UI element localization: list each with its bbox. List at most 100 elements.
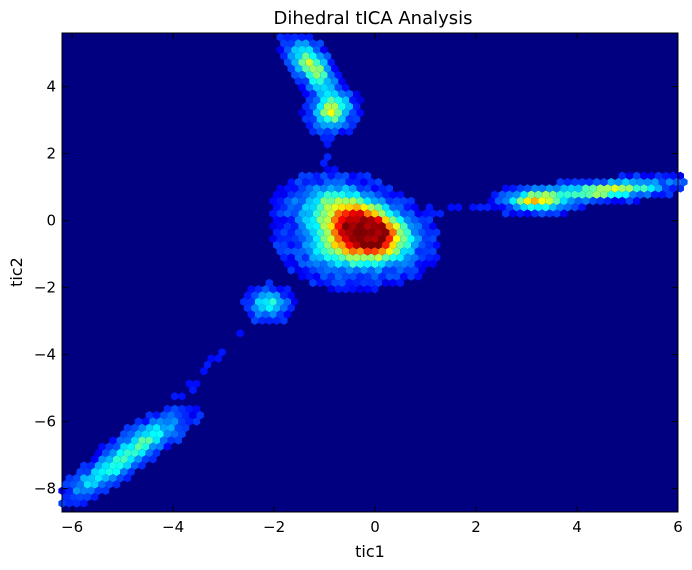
hexbin-cell xyxy=(69,480,77,489)
hexbin-cell xyxy=(313,196,321,206)
hexbin-cell xyxy=(283,184,292,193)
hexbin-cell xyxy=(287,177,295,187)
hexbin-cell xyxy=(382,278,390,288)
hexbin-cell xyxy=(360,253,368,262)
hexbin-cell xyxy=(360,240,368,250)
hexbin-cell xyxy=(62,480,70,489)
hexbin-cell xyxy=(345,177,353,187)
hexbin-cell xyxy=(585,177,593,187)
hexbin-cell xyxy=(327,184,335,193)
hexbin-cell xyxy=(291,209,299,218)
hexbin-cell xyxy=(342,108,350,117)
hexbin-cell xyxy=(94,486,102,495)
hexbin-cell xyxy=(349,209,357,218)
hexbin-cell xyxy=(320,96,328,105)
hexbin-cell xyxy=(382,215,390,225)
hexbin-cell xyxy=(192,379,201,388)
hexbin-cell xyxy=(371,196,379,206)
hexbin-cell xyxy=(400,247,408,256)
hexbin-cell xyxy=(323,177,332,187)
hexbin-cell xyxy=(273,228,281,237)
hexbin-cell xyxy=(323,102,332,111)
hexbin-cell xyxy=(160,436,168,445)
hexbin-cell xyxy=(91,455,99,464)
hexbin-cell xyxy=(349,121,357,130)
hexbin-cell xyxy=(629,190,637,199)
hexbin-cell xyxy=(102,448,110,458)
hexbin-cell xyxy=(291,247,299,256)
hexbin-cell xyxy=(171,392,179,401)
hexbin-cell xyxy=(309,39,317,48)
hexbin-cell xyxy=(407,272,415,281)
hexbin-cell xyxy=(513,190,521,199)
hexbin-cell xyxy=(98,480,106,489)
hexbin-cell xyxy=(574,196,583,206)
hexbin-cell xyxy=(287,64,295,73)
hexbin-cell xyxy=(287,303,295,313)
hexbin-cell xyxy=(407,234,415,243)
hexbin-cell xyxy=(342,285,350,294)
hexbin-cell xyxy=(305,121,313,130)
hexbin-cell xyxy=(513,203,521,212)
hexbin-cell xyxy=(327,196,335,206)
hexbin-cell xyxy=(309,240,317,250)
hexbin-cell xyxy=(414,247,423,256)
hexbin-cell xyxy=(178,429,186,439)
hexbin-cell xyxy=(109,461,117,470)
hexbin-cell xyxy=(338,102,346,111)
hexbin-cell xyxy=(327,222,335,231)
hexbin-cell xyxy=(294,190,303,199)
hexbin-cell xyxy=(167,411,175,420)
hexbin-cell xyxy=(378,259,386,269)
hexbin-cell xyxy=(505,190,513,199)
hexbin-cell xyxy=(604,196,612,206)
hexbin-cell xyxy=(320,45,328,54)
hexbin-cell xyxy=(171,429,179,439)
hexbin-cell xyxy=(254,310,263,319)
hexbin-cell xyxy=(149,455,157,464)
hexbin-cell xyxy=(276,247,284,256)
hexbin-cell xyxy=(418,240,426,250)
hexbin-cell xyxy=(156,442,164,451)
hexbin-cell xyxy=(407,222,415,231)
hexbin-cell xyxy=(251,303,259,313)
hexbin-cell xyxy=(353,114,361,124)
hexbin-cell xyxy=(331,203,339,212)
hexbin-cell xyxy=(505,203,513,212)
hexbin-cell xyxy=(644,190,652,199)
hexbin-cell xyxy=(313,247,321,256)
hexbin-cell xyxy=(636,190,644,199)
hexbin-cell xyxy=(323,228,332,237)
hexbin-cell xyxy=(291,222,299,231)
hexbin-cell xyxy=(436,209,444,218)
hexbin-cell xyxy=(604,184,612,193)
hexbin-cell xyxy=(313,96,321,105)
hexbin-cell xyxy=(556,190,564,199)
hexbin-cell xyxy=(331,77,339,86)
hexbin-cell xyxy=(218,348,226,357)
hexbin-cell xyxy=(320,159,328,168)
hexbin-cell xyxy=(338,77,346,86)
hexbin-cell xyxy=(498,203,506,212)
hexbin-cell xyxy=(367,228,375,237)
hexbin-cell xyxy=(331,165,339,174)
hexbin-cell xyxy=(389,240,397,250)
hexbin-cell xyxy=(396,240,404,250)
hexbin-cell xyxy=(342,121,350,130)
hexbin-cell xyxy=(396,190,404,199)
hexbin-cell xyxy=(411,215,419,225)
hexbin-cell xyxy=(378,222,386,231)
hexbin-cell xyxy=(454,203,463,212)
hexbin-cell xyxy=(120,455,128,464)
hexbin-cell xyxy=(127,467,135,477)
hexbin-cell xyxy=(182,423,190,432)
hexbin-cell xyxy=(371,184,379,193)
hexbin-cell xyxy=(305,70,313,80)
hexbin-cell xyxy=(123,461,132,470)
y-tick-label: −8 xyxy=(34,480,56,498)
hexbin-cell xyxy=(618,184,626,193)
hexbin-cell xyxy=(116,436,124,445)
hexbin-cell xyxy=(134,417,142,426)
hexbin-cell xyxy=(338,266,346,275)
